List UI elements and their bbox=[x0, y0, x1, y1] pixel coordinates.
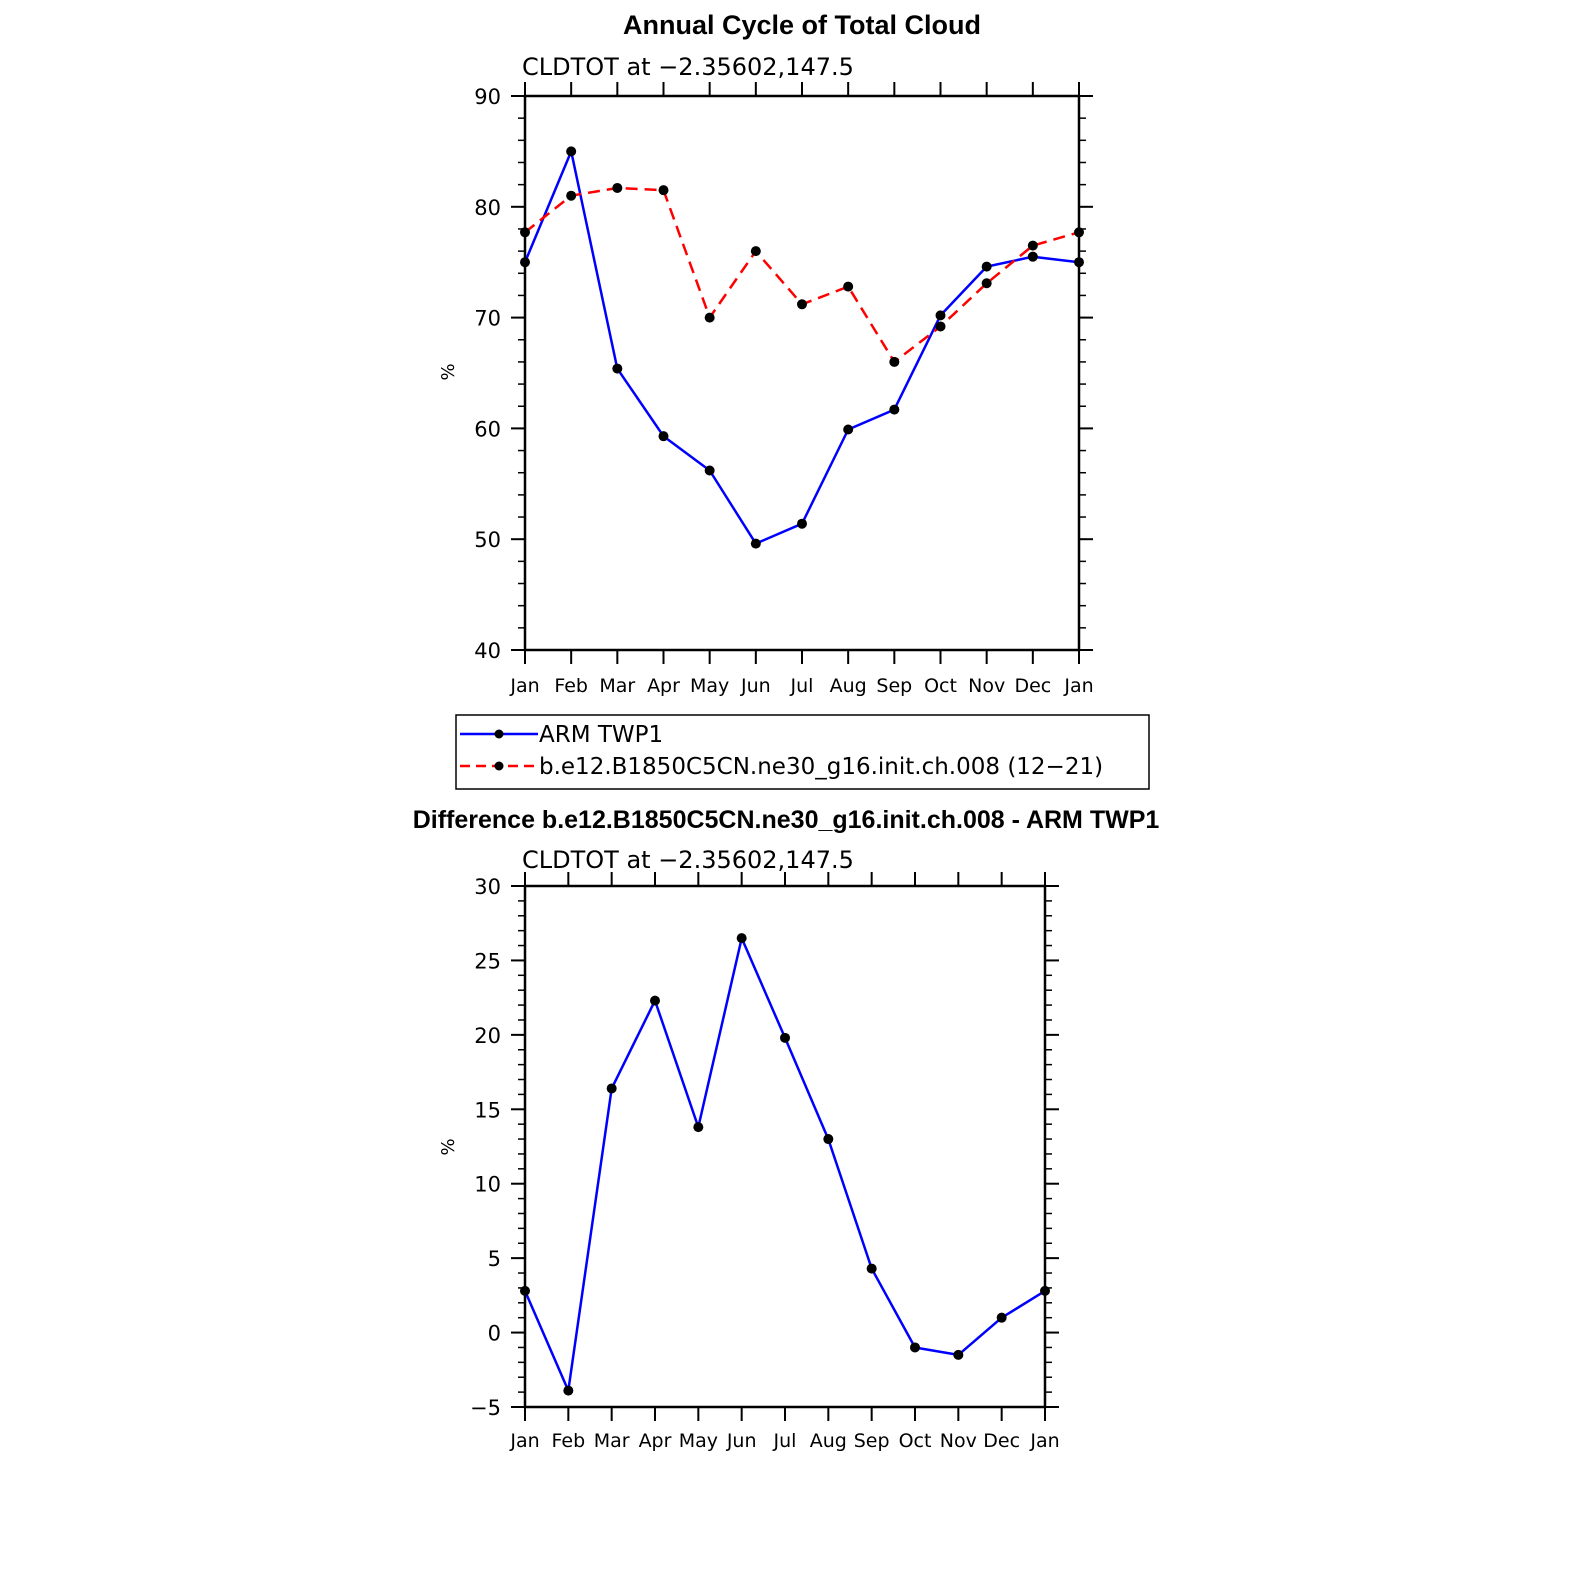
top-series-0-point bbox=[889, 404, 900, 415]
top-chart-title: Annual Cycle of Total Cloud bbox=[623, 10, 981, 40]
bottom-xtick-label: Jun bbox=[726, 1430, 757, 1452]
top-xtick-label: Feb bbox=[554, 675, 588, 697]
bottom-series-0-point bbox=[650, 995, 660, 1006]
bottom-series-0-point bbox=[1040, 1285, 1050, 1296]
top-series-1-point bbox=[797, 299, 807, 310]
legend-box bbox=[455, 714, 1150, 790]
bottom-ytick-label: 20 bbox=[474, 1024, 501, 1048]
top-xtick-label: Jan bbox=[1063, 675, 1093, 697]
bottom-xtick-label: Jan bbox=[1029, 1430, 1059, 1452]
top-series-0-point bbox=[797, 518, 807, 529]
bottom-xtick-label: Sep bbox=[854, 1430, 890, 1452]
top-series-0-point bbox=[843, 424, 854, 435]
bottom-series-0-point bbox=[953, 1349, 964, 1360]
bottom-series-0-point bbox=[996, 1312, 1007, 1323]
top-series-0-point bbox=[704, 465, 715, 476]
top-series-0-point bbox=[566, 146, 577, 157]
top-xtick-label: Sep bbox=[876, 675, 912, 697]
top-xtick-label: Jan bbox=[509, 675, 539, 697]
bottom-series-0-point bbox=[866, 1263, 877, 1274]
top-chart-ylabel: % bbox=[438, 363, 459, 380]
top-xtick-label: Jul bbox=[790, 675, 814, 697]
top-ytick-label: 60 bbox=[474, 417, 501, 441]
top-ytick-label: 90 bbox=[474, 85, 501, 109]
legend-label-model: b.e12.B1850C5CN.ne30_g16.init.ch.008 (12… bbox=[539, 754, 1103, 780]
top-ytick-label: 70 bbox=[474, 307, 501, 331]
bottom-series-0-point bbox=[606, 1083, 617, 1094]
bottom-xtick-label: Jan bbox=[509, 1430, 539, 1452]
top-series-1-point bbox=[704, 312, 715, 323]
top-series-0-point bbox=[658, 431, 669, 442]
bottom-series-0-point bbox=[563, 1385, 574, 1396]
top-series-1-point bbox=[750, 246, 761, 257]
bottom-xtick-label: Jul bbox=[773, 1430, 797, 1452]
top-series-0-point bbox=[1027, 251, 1038, 262]
top-series-0-point bbox=[520, 257, 530, 268]
top-series-0-point bbox=[750, 538, 761, 549]
bottom-chart-plot: −5 0 5 10 15 20 25 30 Jan Feb Mar Apr May Jun Jul Aug Se… bbox=[470, 872, 1060, 1452]
top-xtick-label: Mar bbox=[599, 675, 635, 697]
bottom-series-0-point bbox=[780, 1032, 790, 1043]
bottom-chart-title: Difference b.e12.B1850C5CN.ne30_g16.init… bbox=[413, 806, 1160, 834]
top-series-1-point bbox=[935, 321, 946, 332]
bottom-ytick-label: 15 bbox=[474, 1098, 501, 1122]
bottom-xtick-label: Mar bbox=[594, 1430, 630, 1452]
legend-swatch-arm-marker bbox=[494, 729, 504, 739]
bottom-series-0-point bbox=[736, 933, 747, 944]
bottom-ytick-label: 5 bbox=[488, 1247, 501, 1271]
top-series-1-point bbox=[520, 227, 530, 238]
bottom-series-0-point bbox=[823, 1134, 834, 1145]
top-ytick-label: 50 bbox=[474, 528, 501, 552]
top-xtick-label: Apr bbox=[647, 675, 680, 697]
legend: ARM TWP1 b.e12.B1850C5CN.ne30_g16.init.c… bbox=[455, 714, 1150, 790]
top-series-0-point bbox=[981, 261, 992, 272]
top-series-1-point bbox=[889, 356, 900, 367]
bottom-ytick-label: 25 bbox=[474, 949, 501, 973]
bottom-series-0-line bbox=[523, 936, 1046, 1392]
bottom-xtick-label: Dec bbox=[983, 1430, 1020, 1452]
bottom-xtick-label: Apr bbox=[639, 1430, 672, 1452]
top-xtick-label: Oct bbox=[924, 675, 957, 697]
bottom-ytick-label: 10 bbox=[474, 1173, 501, 1197]
bottom-chart-ylabel: % bbox=[438, 1138, 459, 1155]
top-series-1-line bbox=[524, 186, 1080, 364]
top-xtick-label: Dec bbox=[1014, 675, 1051, 697]
bottom-xtick-label: Nov bbox=[940, 1430, 977, 1452]
bottom-series-0-point bbox=[520, 1285, 530, 1296]
bottom-ytick-label: 30 bbox=[474, 875, 501, 899]
top-series-0-point bbox=[935, 310, 946, 321]
top-series-1-point bbox=[1027, 240, 1038, 251]
legend-label-arm: ARM TWP1 bbox=[539, 722, 663, 748]
top-xtick-label: Aug bbox=[830, 675, 867, 697]
top-series-1-point bbox=[658, 185, 669, 196]
bottom-chart-subtitle: CLDTOT at −2.35602,147.5 bbox=[522, 846, 854, 874]
bottom-xtick-label: Aug bbox=[810, 1430, 847, 1452]
bottom-xtick-label: Feb bbox=[552, 1430, 586, 1452]
top-xtick-label: Nov bbox=[968, 675, 1005, 697]
bottom-ytick-label: 0 bbox=[488, 1322, 501, 1346]
top-series-1-point bbox=[1074, 227, 1084, 238]
top-xtick-label: Jun bbox=[740, 675, 771, 697]
top-xtick-label: May bbox=[690, 675, 729, 697]
top-ytick-label: 80 bbox=[474, 196, 501, 220]
top-series-0-point bbox=[612, 363, 623, 374]
bottom-series-0-point bbox=[693, 1122, 704, 1133]
top-chart-subtitle: CLDTOT at −2.35602,147.5 bbox=[522, 53, 854, 81]
top-series-1-point bbox=[981, 278, 992, 289]
top-series-0-line bbox=[523, 150, 1080, 545]
top-series-1-point bbox=[566, 190, 577, 201]
top-series-0-point bbox=[1074, 257, 1084, 268]
bottom-ytick-label: −5 bbox=[470, 1396, 501, 1420]
bottom-series-0-point bbox=[910, 1342, 920, 1353]
top-series-1-point bbox=[612, 182, 623, 193]
top-ytick-label: 40 bbox=[474, 639, 501, 663]
bottom-xtick-label: May bbox=[679, 1430, 718, 1452]
top-series-1-point bbox=[843, 281, 854, 292]
top-plot-frame bbox=[523, 94, 1081, 652]
bottom-xtick-label: Oct bbox=[899, 1430, 932, 1452]
legend-swatch-model-marker bbox=[494, 761, 504, 771]
top-chart-plot: 40 50 60 70 80 90 Jan Feb Mar Apr May Jun Jul Aug Sep O… bbox=[474, 82, 1094, 697]
